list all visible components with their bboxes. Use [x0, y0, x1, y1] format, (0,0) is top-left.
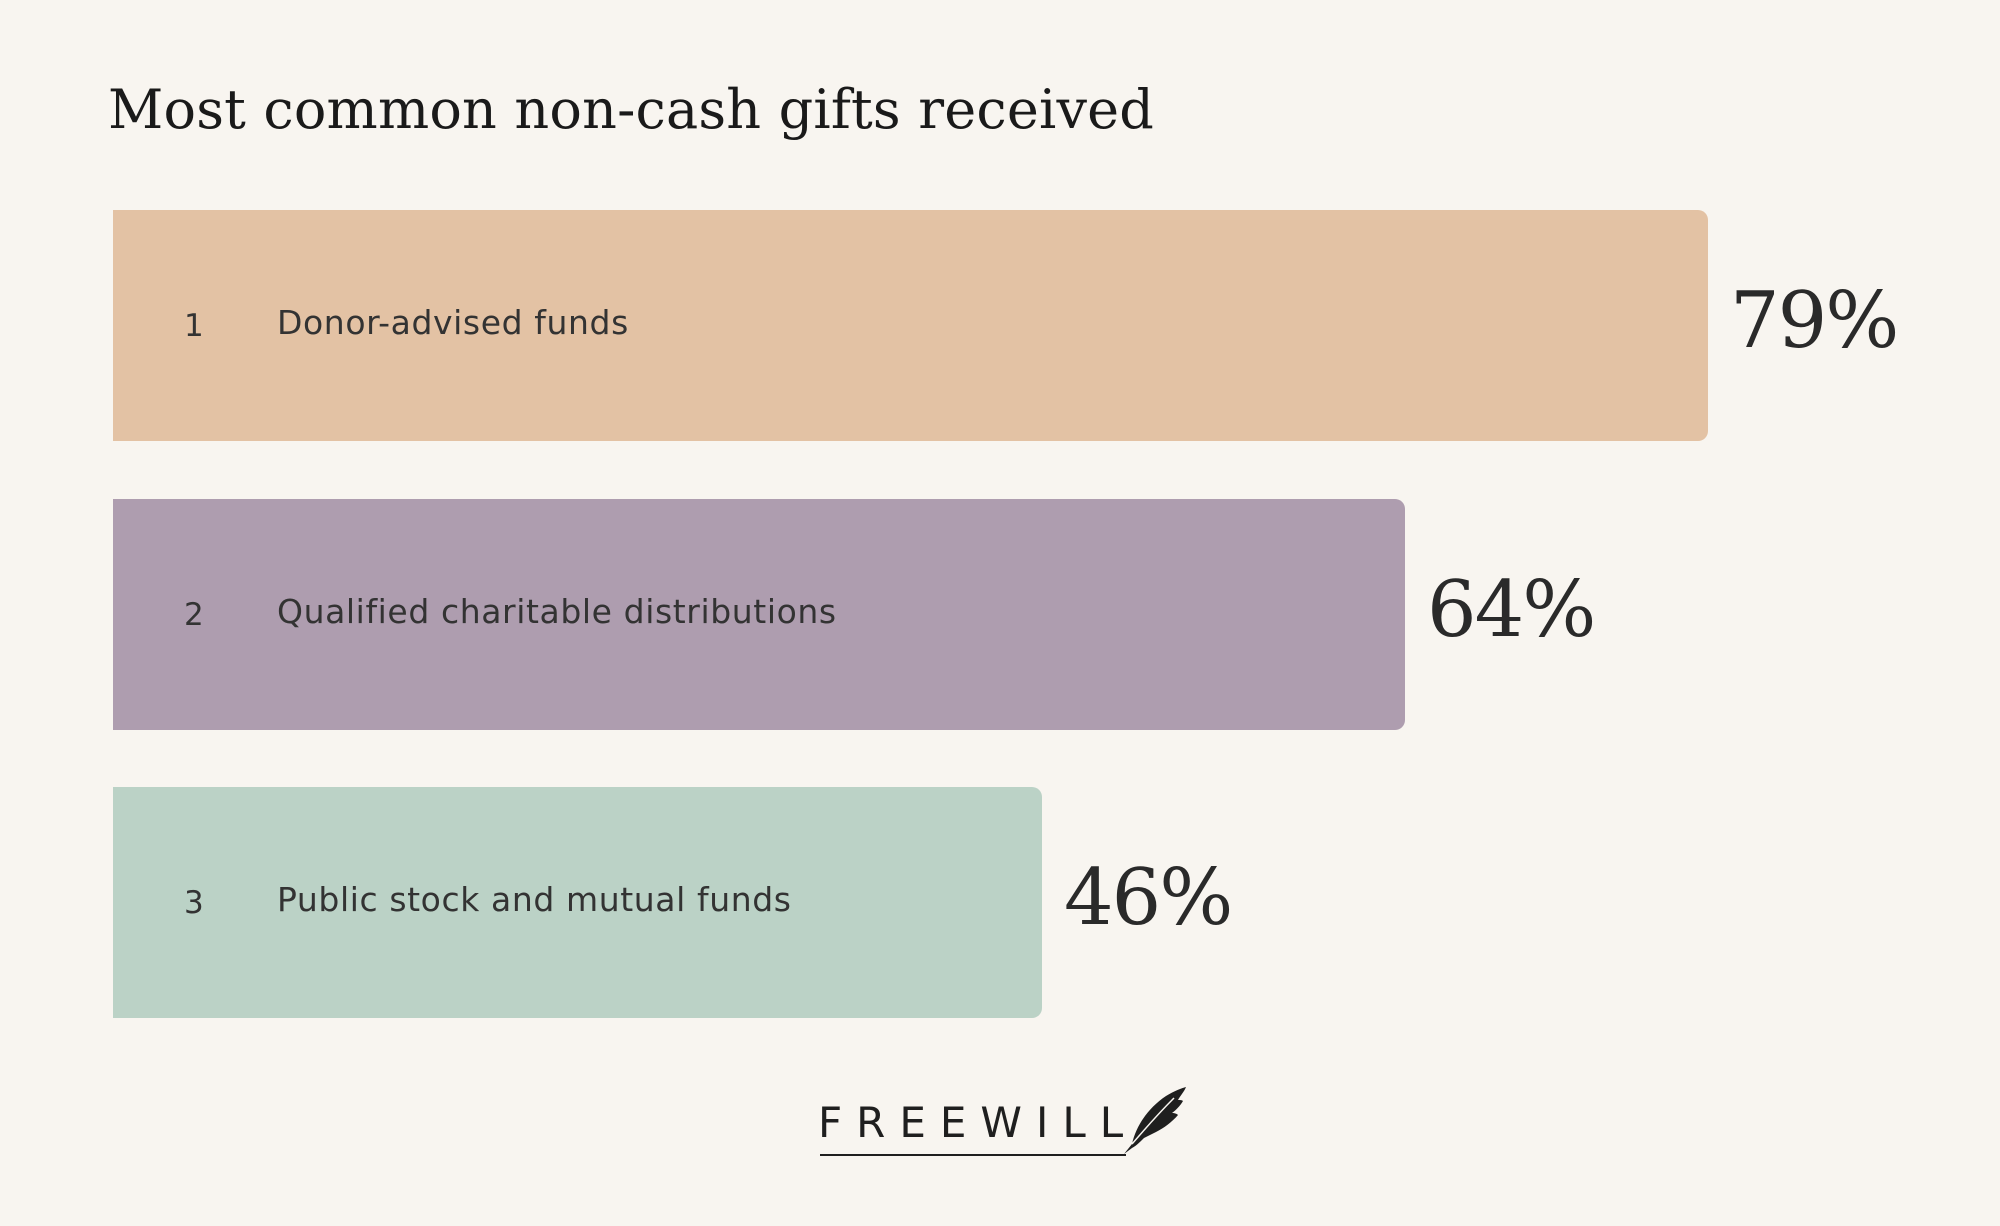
bar-rank-2: 2: [184, 596, 204, 633]
chart-title: Most common non-cash gifts received: [108, 78, 1155, 141]
logo-underline: [820, 1154, 1126, 1156]
feather-icon: [1124, 1087, 1186, 1154]
bar-value-3: 46%: [1064, 852, 1233, 943]
bar-1: [113, 210, 1708, 441]
bar-label-1: Donor-advised funds: [277, 302, 629, 342]
bar-3: [113, 787, 1042, 1018]
bar-rank-1: 1: [184, 307, 204, 344]
bar-label-2: Qualified charitable distributions: [277, 591, 837, 631]
logo-wordmark: FREEWILL: [818, 1098, 1138, 1147]
freewill-logo: FREEWILL: [818, 1086, 1188, 1166]
bar-value-2: 64%: [1427, 564, 1596, 655]
bar-rank-3: 3: [184, 884, 204, 921]
bar-value-1: 79%: [1730, 275, 1899, 366]
bar-label-3: Public stock and mutual funds: [277, 879, 792, 919]
bar-2: [113, 499, 1405, 730]
